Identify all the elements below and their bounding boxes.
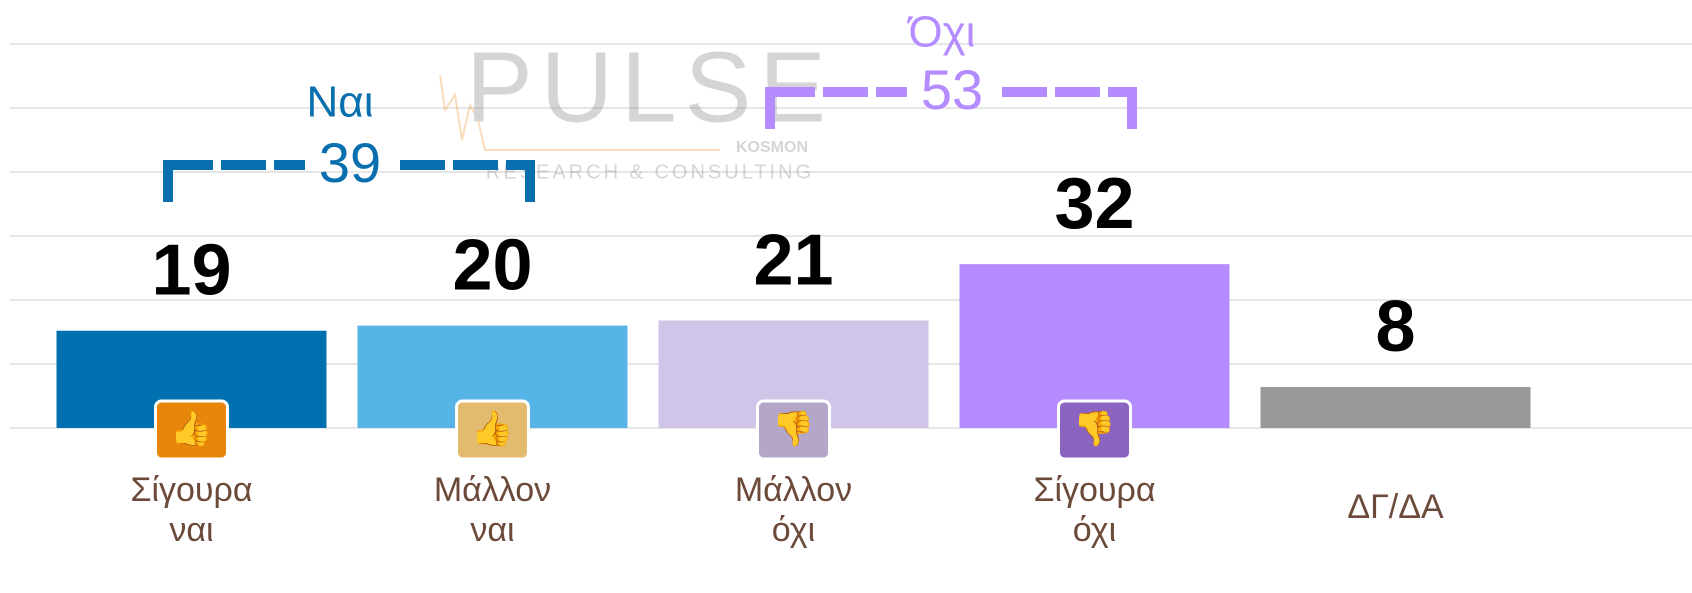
category-label: Μάλλον όχι bbox=[734, 471, 853, 549]
value-label: 32 bbox=[1054, 164, 1134, 244]
bar bbox=[1260, 387, 1531, 428]
icon bbox=[455, 399, 530, 461]
watermark-tagline: RESEARCH & CONSULTING bbox=[486, 161, 814, 183]
category-label: Σίγουρα ναι bbox=[130, 471, 253, 549]
value-label: 8 bbox=[1375, 287, 1415, 367]
category-label: ΔΓ/ΔΑ bbox=[1347, 488, 1444, 526]
annotation-value: 53 bbox=[921, 58, 983, 121]
icon-glyph: 👍 bbox=[170, 409, 212, 448]
icon-glyph: 👎 bbox=[772, 410, 814, 448]
annotation-label: Ναι bbox=[307, 78, 374, 127]
annotation-value: 39 bbox=[319, 131, 381, 194]
watermark-pulse bbox=[439, 74, 720, 151]
icon bbox=[1057, 399, 1132, 461]
value-label: 20 bbox=[452, 226, 532, 306]
category-label: Μάλλον ναι bbox=[433, 471, 552, 549]
watermark-subname: KOSMON bbox=[736, 139, 808, 156]
icon-glyph: 👍 bbox=[471, 409, 513, 448]
category-label: Σίγουρα όχι bbox=[1033, 471, 1156, 549]
icon-glyph: 👎 bbox=[1073, 410, 1115, 448]
icon bbox=[154, 399, 229, 461]
watermark: PULSE KOSMON RESEARCH & CONSULTING bbox=[439, 31, 826, 183]
annotation-label: Όχι bbox=[907, 8, 976, 57]
icon bbox=[756, 399, 831, 461]
value-label: 19 bbox=[151, 231, 231, 311]
value-label: 21 bbox=[753, 220, 833, 300]
